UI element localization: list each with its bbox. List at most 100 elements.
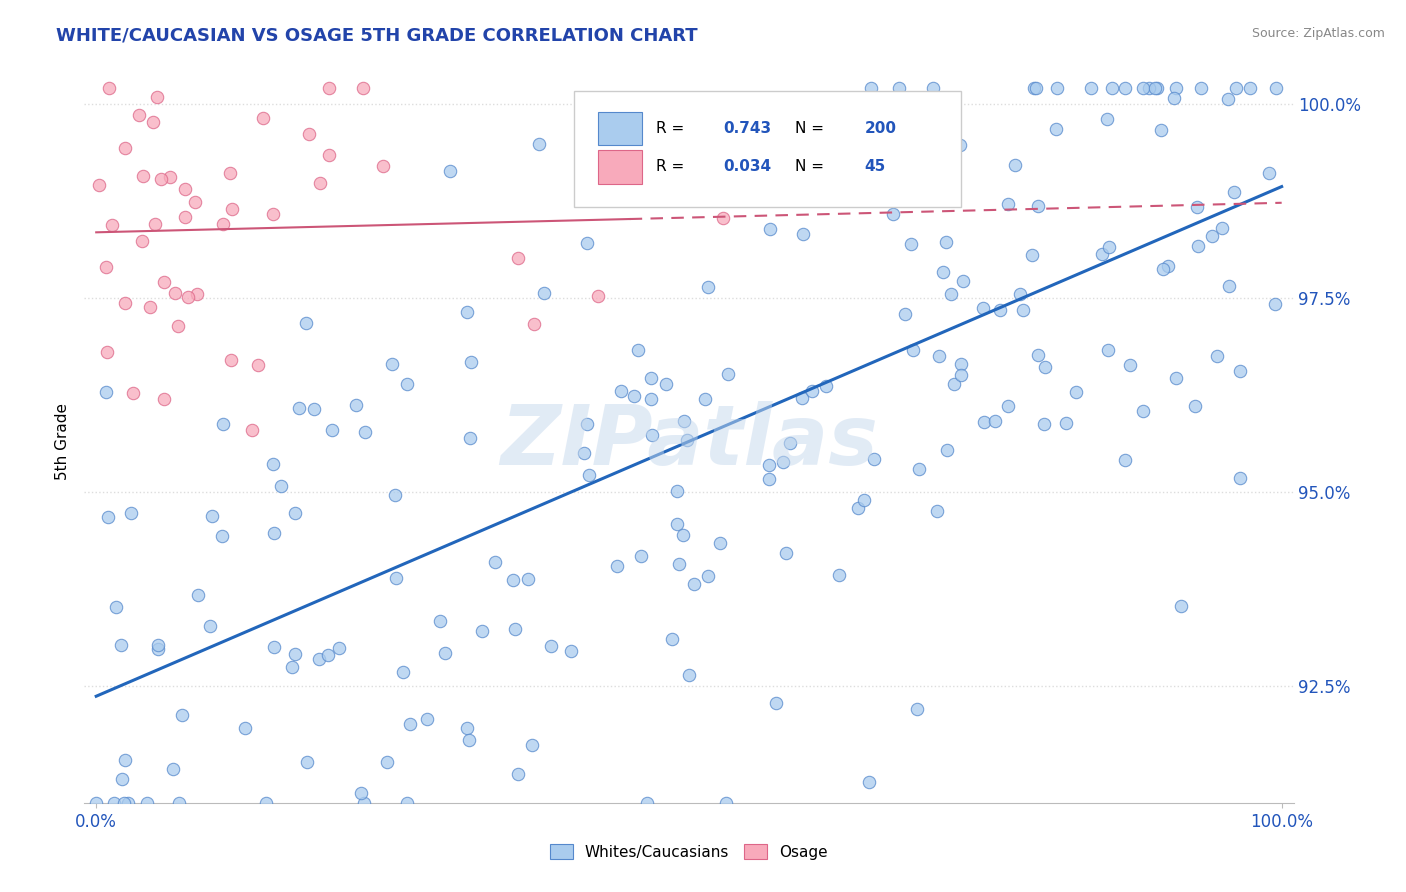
Point [318,81,340,95]
Point [308,652,330,666]
Point [973,415,995,429]
Point [139,300,162,314]
Point [948,138,970,153]
Point [1146,81,1168,95]
Point [114,141,136,155]
Point [86,796,108,810]
Point [837,174,859,188]
Point [640,371,662,385]
Point [900,237,922,252]
Text: ZIPatlas: ZIPatlas [501,401,877,482]
Point [586,289,609,303]
Point [709,536,731,550]
Point [328,641,350,656]
Point [932,265,955,279]
Point [623,389,645,403]
Point [471,624,494,638]
Point [110,638,132,652]
Point [1152,262,1174,277]
Point [661,632,683,646]
Point [759,222,782,236]
Point [159,169,181,184]
Point [1132,81,1154,95]
Point [121,506,143,520]
Point [641,428,664,442]
Point [517,572,540,586]
FancyBboxPatch shape [599,151,641,184]
Point [950,357,973,371]
Point [505,622,527,636]
Point [950,368,973,382]
Point [1187,239,1209,253]
Point [711,211,734,225]
FancyBboxPatch shape [574,91,962,207]
Point [997,399,1019,413]
Point [908,462,931,476]
Point [810,131,832,145]
Point [502,573,524,587]
Text: N =: N = [796,121,830,136]
Point [153,392,176,406]
Point [1156,259,1178,273]
Point [98,81,121,95]
Point [894,308,917,322]
Point [132,169,155,184]
Point [540,639,562,653]
Point [717,367,740,381]
Point [972,301,994,316]
Point [416,712,439,726]
Point [1211,221,1233,235]
Point [1097,343,1119,358]
Point [96,345,118,359]
Point [1045,122,1067,136]
Point [696,280,718,294]
Point [112,796,135,810]
Point [856,161,879,175]
Point [668,557,690,571]
Point [94,260,117,274]
Point [506,251,529,265]
Point [1257,166,1279,180]
Text: R =: R = [657,121,689,136]
Point [758,458,780,473]
Point [772,455,794,469]
Point [560,643,582,657]
Point [304,402,326,417]
Point [520,738,543,752]
Point [1114,453,1136,467]
Point [96,384,118,399]
Point [143,217,166,231]
Point [997,197,1019,211]
Point [730,179,752,194]
Point [212,417,235,432]
Point [1064,385,1087,400]
Point [439,164,461,178]
Point [396,796,419,810]
Point [87,178,110,192]
Point [288,401,311,416]
Point [939,287,962,301]
Point [381,357,404,371]
Point [128,108,150,122]
Point [759,170,782,185]
Point [1026,199,1049,213]
Point [1098,240,1121,254]
Point [578,468,600,483]
Point [384,488,406,502]
Point [1223,185,1246,199]
Point [1101,81,1123,95]
Point [344,398,367,412]
Point [1054,416,1077,430]
Point [506,766,529,780]
Point [1163,91,1185,105]
Point [263,640,285,655]
Point [792,227,814,242]
Point [801,384,824,399]
Point [103,796,125,810]
Point [1114,81,1136,95]
Point [903,343,925,358]
Point [104,599,127,614]
Point [665,483,688,498]
Point [167,796,190,810]
Point [852,492,875,507]
